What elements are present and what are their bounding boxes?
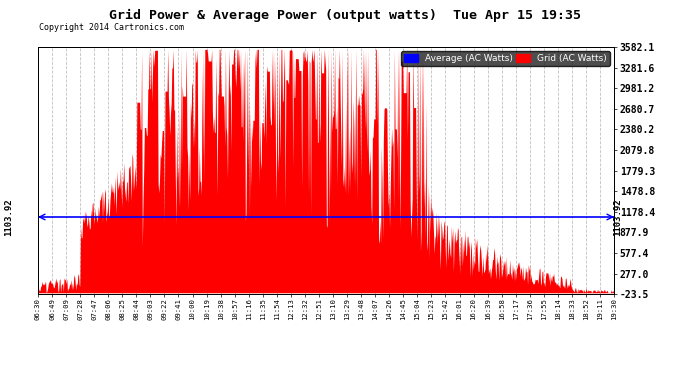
Text: 1103.92: 1103.92 (613, 198, 622, 236)
Text: 1103.92: 1103.92 (4, 198, 14, 236)
Legend: Average (AC Watts), Grid (AC Watts): Average (AC Watts), Grid (AC Watts) (402, 51, 609, 66)
Text: Copyright 2014 Cartronics.com: Copyright 2014 Cartronics.com (39, 23, 184, 32)
Text: Grid Power & Average Power (output watts)  Tue Apr 15 19:35: Grid Power & Average Power (output watts… (109, 9, 581, 22)
